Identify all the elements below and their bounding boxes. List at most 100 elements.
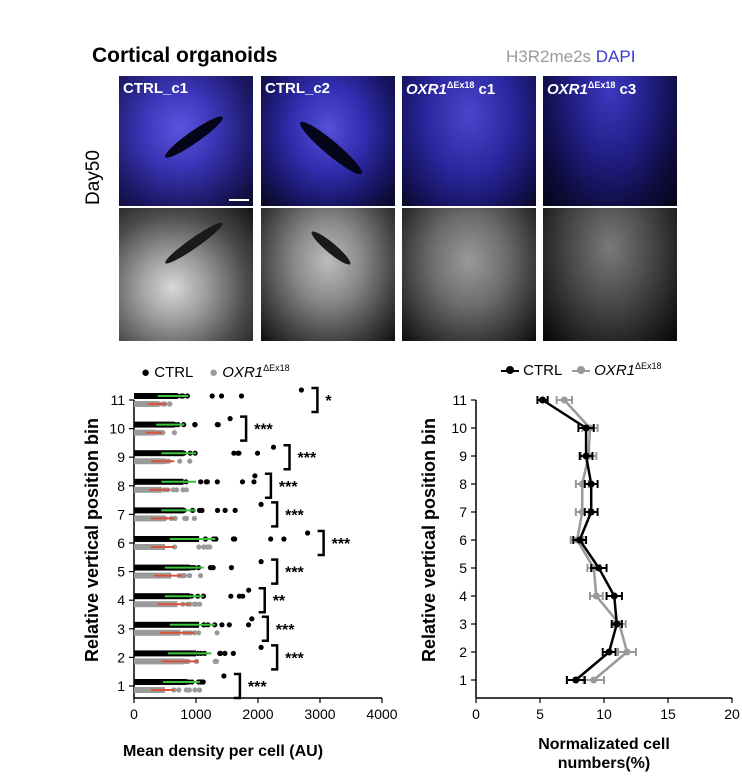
ctrl-point — [226, 622, 232, 628]
left-y-tick-label: 5 — [117, 564, 125, 580]
ctrl-point-cloud — [134, 478, 184, 485]
significance-label: * — [325, 393, 332, 410]
oxr1-point — [171, 430, 178, 436]
left-y-axis-label: Relative vertical position bin — [82, 418, 102, 662]
right-x-tick-label: 10 — [596, 706, 612, 722]
left-y-tick-label: 9 — [117, 449, 125, 465]
ctrl-point — [215, 422, 221, 428]
cell-number-chart: Relative vertical position bin Normaliza… — [419, 392, 740, 772]
significance-bracket — [261, 615, 270, 643]
right-y-tick-label: 9 — [459, 448, 467, 464]
oxr1-point-cloud — [134, 544, 165, 550]
oxr1-point — [214, 630, 220, 636]
right-y-tick-label: 4 — [459, 588, 467, 604]
oxr1-point — [186, 573, 193, 579]
significance-bracket — [271, 501, 279, 528]
left-y-tick-label: 8 — [117, 478, 125, 494]
ctrl-point — [582, 452, 590, 460]
ctrl-point — [582, 424, 590, 432]
oxr1-point — [193, 601, 199, 607]
oxr1-point — [186, 687, 192, 693]
legend-oxr1-line-label: OXR1 — [594, 362, 635, 379]
ctrl-point — [252, 473, 258, 479]
oxr1-point — [166, 401, 173, 407]
ctrl-point — [270, 444, 277, 450]
oxr1-point — [172, 544, 178, 550]
ctrl-point — [222, 650, 228, 656]
ctrl-point — [249, 616, 255, 622]
ctrl-point — [587, 480, 595, 488]
panel-label-oxr1-c3: OXR1ΔEx18 c3 — [547, 80, 637, 98]
scale-bar — [229, 199, 249, 201]
oxr1-point — [177, 458, 183, 464]
panel-oxr1-c1-h3r2 — [402, 208, 536, 341]
oxr1-point — [590, 676, 598, 684]
left-x-axis-label: Mean density per cell (AU) — [123, 743, 323, 760]
right-x-axis-label: Normalizated cell numbers(%) — [538, 736, 670, 772]
ctrl-point — [228, 593, 234, 599]
oxr1-point-cloud — [134, 687, 165, 693]
ctrl-point — [204, 479, 210, 485]
legend-oxr1-label: OXR1 — [222, 364, 264, 381]
ctrl-point — [222, 507, 228, 513]
significance-label: *** — [285, 650, 304, 667]
significance-bracket — [271, 558, 279, 585]
ctrl-point — [245, 622, 252, 628]
legend-ctrl-line-icon — [501, 366, 519, 375]
left-y-tick-label: 3 — [117, 621, 125, 637]
significance-bracket — [317, 529, 325, 557]
right-y-tick-label: 6 — [459, 532, 467, 548]
ctrl-point — [230, 536, 237, 542]
left-y-tick-label: 1 — [117, 678, 125, 694]
oxr1-point — [560, 396, 568, 404]
significance-bracket — [240, 415, 248, 442]
right-y-tick-label: 2 — [459, 644, 467, 660]
right-y-tick-label: 1 — [459, 672, 467, 688]
panel-ctrl-c1-h3r2 — [119, 208, 253, 341]
oxr1-point-cloud — [134, 401, 159, 407]
oxr1-point — [196, 687, 203, 693]
right-y-tick-label: 11 — [452, 392, 467, 408]
legend-ctrl-label: CTRL — [154, 364, 193, 381]
ctrl-point — [305, 530, 311, 536]
oxr1-point — [176, 687, 182, 693]
ctrl-point — [595, 564, 603, 572]
oxr1-point-cloud — [134, 601, 178, 608]
panel-oxr1-c3-h3r2 — [543, 208, 677, 341]
oxr1-point-cloud — [134, 429, 156, 436]
oxr1-point-cloud — [134, 658, 184, 665]
oxr1-point — [180, 573, 186, 579]
ctrl-point — [209, 393, 215, 399]
ctrl-point-cloud — [134, 421, 175, 428]
panel-ctrl-c2-dapi: CTRL_c2 — [261, 76, 395, 206]
right-y-axis-label: Relative vertical position bin — [419, 418, 439, 662]
ctrl-point — [230, 650, 236, 656]
ctrl-point — [219, 622, 225, 628]
legend-oxr1-line-icon — [571, 366, 590, 375]
ctrl-point-cloud — [134, 536, 200, 542]
ctrl-point — [227, 416, 233, 422]
ctrl-point — [258, 644, 264, 650]
ctrl-point — [236, 593, 242, 599]
oxr1-point — [195, 630, 202, 636]
ctrl-point — [217, 650, 223, 656]
oxr1-point — [197, 573, 204, 579]
panel-label-oxr1-c1: OXR1ΔEx18 c1 — [406, 80, 496, 98]
oxr1-point — [183, 487, 189, 493]
significance-label: *** — [248, 679, 267, 696]
oxr1-point-cloud — [134, 515, 165, 522]
ctrl-point — [576, 536, 584, 544]
ctrl-point — [246, 587, 252, 593]
significance-bracket — [283, 443, 291, 471]
oxr1-point — [213, 658, 220, 664]
left-x-tick-label: 3000 — [304, 706, 335, 722]
oxr1-point — [204, 544, 211, 550]
oxr1-point — [170, 487, 176, 493]
ctrl-point — [214, 479, 220, 485]
significance-label: *** — [285, 565, 304, 582]
oxr1-point-cloud — [134, 458, 165, 465]
ctrl-point — [192, 422, 198, 428]
right-x-tick-label: 5 — [536, 706, 544, 722]
ctrl-point — [218, 393, 225, 399]
ctrl-point — [239, 479, 246, 485]
